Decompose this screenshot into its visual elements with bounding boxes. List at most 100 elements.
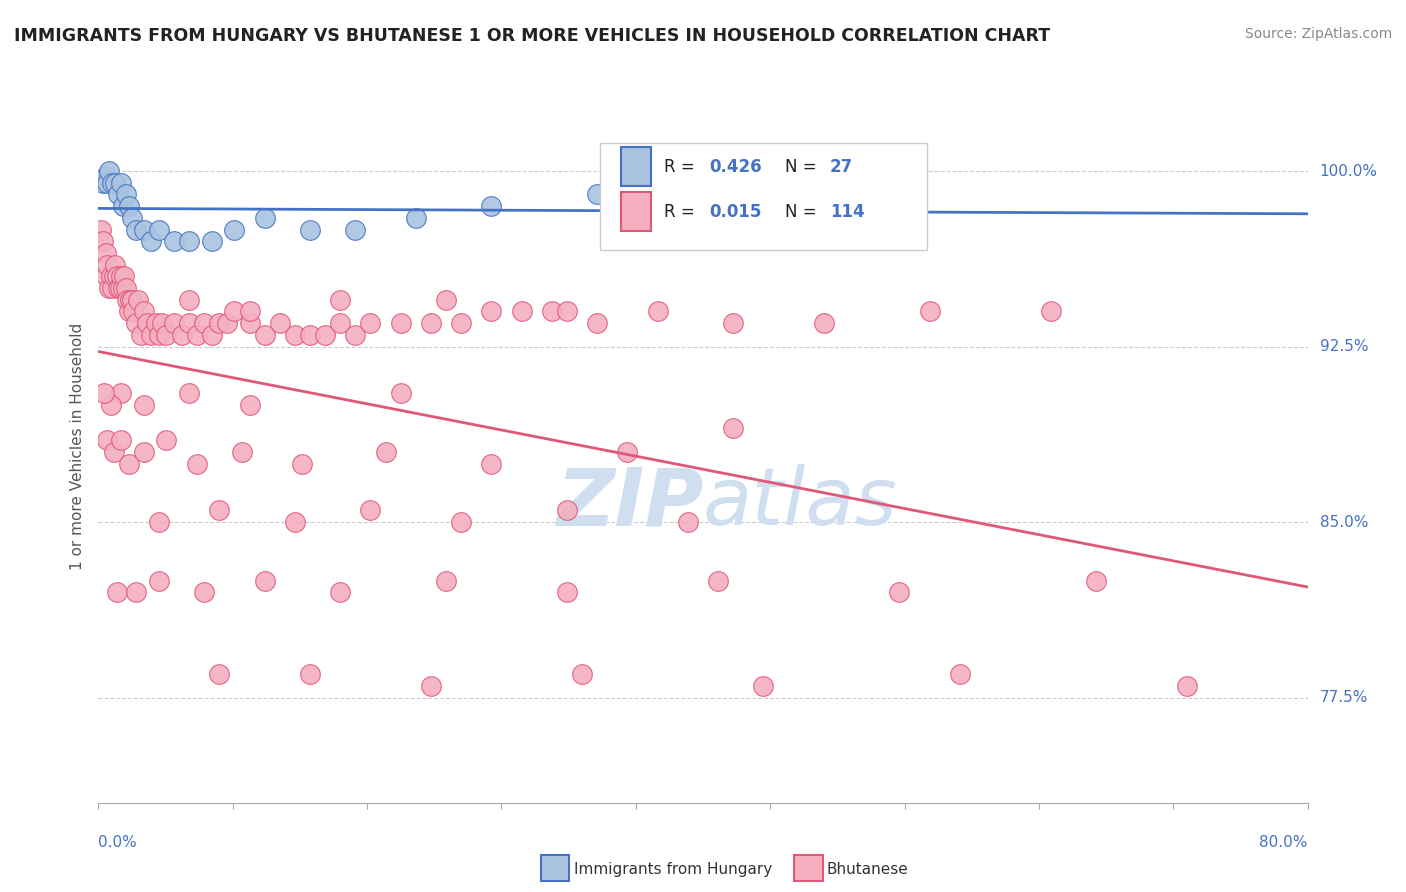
Point xyxy=(186,457,208,471)
Text: ZIP: ZIP xyxy=(555,464,703,542)
Point xyxy=(148,574,170,588)
Point xyxy=(98,281,121,295)
Point xyxy=(723,421,745,435)
Text: Source: ZipAtlas.com: Source: ZipAtlas.com xyxy=(1244,27,1392,41)
Point xyxy=(96,258,118,272)
Point xyxy=(344,327,367,342)
Text: atlas: atlas xyxy=(703,464,898,542)
Point xyxy=(616,445,638,459)
Text: Immigrants from Hungary: Immigrants from Hungary xyxy=(574,863,772,877)
Point xyxy=(110,269,132,284)
Point xyxy=(1085,574,1108,588)
Point xyxy=(555,585,578,599)
Text: N =: N = xyxy=(785,202,823,220)
Point xyxy=(481,304,503,318)
Point xyxy=(111,281,134,295)
Point xyxy=(148,222,170,236)
Text: 0.015: 0.015 xyxy=(709,202,762,220)
Point xyxy=(647,304,669,318)
Point xyxy=(434,574,457,588)
Point xyxy=(105,269,128,284)
Point xyxy=(253,327,276,342)
Point xyxy=(186,327,208,342)
Point xyxy=(510,304,533,318)
Point xyxy=(94,246,117,260)
Point xyxy=(111,199,134,213)
Point xyxy=(918,304,941,318)
Point xyxy=(103,269,125,284)
FancyBboxPatch shape xyxy=(600,143,927,250)
Point xyxy=(135,316,157,330)
Point xyxy=(127,293,149,307)
Point xyxy=(450,316,472,330)
Point xyxy=(329,293,352,307)
Point xyxy=(122,304,145,318)
Point xyxy=(253,574,276,588)
Point xyxy=(405,211,427,225)
Point xyxy=(110,386,132,401)
Point xyxy=(201,234,224,248)
Point xyxy=(163,316,186,330)
Point xyxy=(163,234,186,248)
Point xyxy=(239,316,262,330)
Point xyxy=(239,304,262,318)
Point xyxy=(115,293,138,307)
Point xyxy=(110,433,132,447)
Point xyxy=(481,199,503,213)
Y-axis label: 1 or more Vehicles in Household: 1 or more Vehicles in Household xyxy=(70,322,86,570)
Point xyxy=(253,211,276,225)
Point xyxy=(179,316,201,330)
Point xyxy=(193,316,215,330)
Point xyxy=(118,199,141,213)
Text: 80.0%: 80.0% xyxy=(1260,835,1308,850)
Point xyxy=(112,269,135,284)
Point xyxy=(374,445,396,459)
Point xyxy=(231,445,253,459)
Point xyxy=(208,503,231,517)
Point xyxy=(420,316,443,330)
Point xyxy=(269,316,291,330)
Point xyxy=(125,222,148,236)
Point xyxy=(107,281,129,295)
Point xyxy=(94,169,117,183)
Point xyxy=(118,457,141,471)
Point xyxy=(329,316,352,330)
FancyBboxPatch shape xyxy=(621,147,651,186)
Point xyxy=(121,211,143,225)
Point xyxy=(299,327,322,342)
Point xyxy=(291,457,314,471)
Point xyxy=(141,234,163,248)
Text: 114: 114 xyxy=(830,202,865,220)
Point xyxy=(125,585,148,599)
Point xyxy=(450,515,472,529)
Point xyxy=(114,281,136,295)
Text: 85.0%: 85.0% xyxy=(1320,515,1368,530)
Point xyxy=(208,316,231,330)
Point xyxy=(148,515,170,529)
Point xyxy=(1175,679,1198,693)
Point xyxy=(360,316,382,330)
Point xyxy=(284,327,307,342)
Point xyxy=(91,176,114,190)
Point xyxy=(889,585,911,599)
Point xyxy=(155,327,177,342)
Point xyxy=(540,304,562,318)
Point xyxy=(103,445,125,459)
Text: 0.0%: 0.0% xyxy=(98,835,138,850)
Point xyxy=(148,327,170,342)
Point xyxy=(284,515,307,529)
Point xyxy=(150,316,173,330)
Point xyxy=(101,176,124,190)
Point xyxy=(90,222,112,236)
Point xyxy=(170,327,193,342)
Point xyxy=(360,503,382,517)
Point xyxy=(571,667,593,681)
Point xyxy=(707,176,730,190)
Point xyxy=(132,398,155,412)
Point xyxy=(110,176,132,190)
Point xyxy=(118,304,141,318)
Text: R =: R = xyxy=(664,158,700,176)
Point xyxy=(132,445,155,459)
Point xyxy=(179,386,201,401)
Point xyxy=(104,258,127,272)
